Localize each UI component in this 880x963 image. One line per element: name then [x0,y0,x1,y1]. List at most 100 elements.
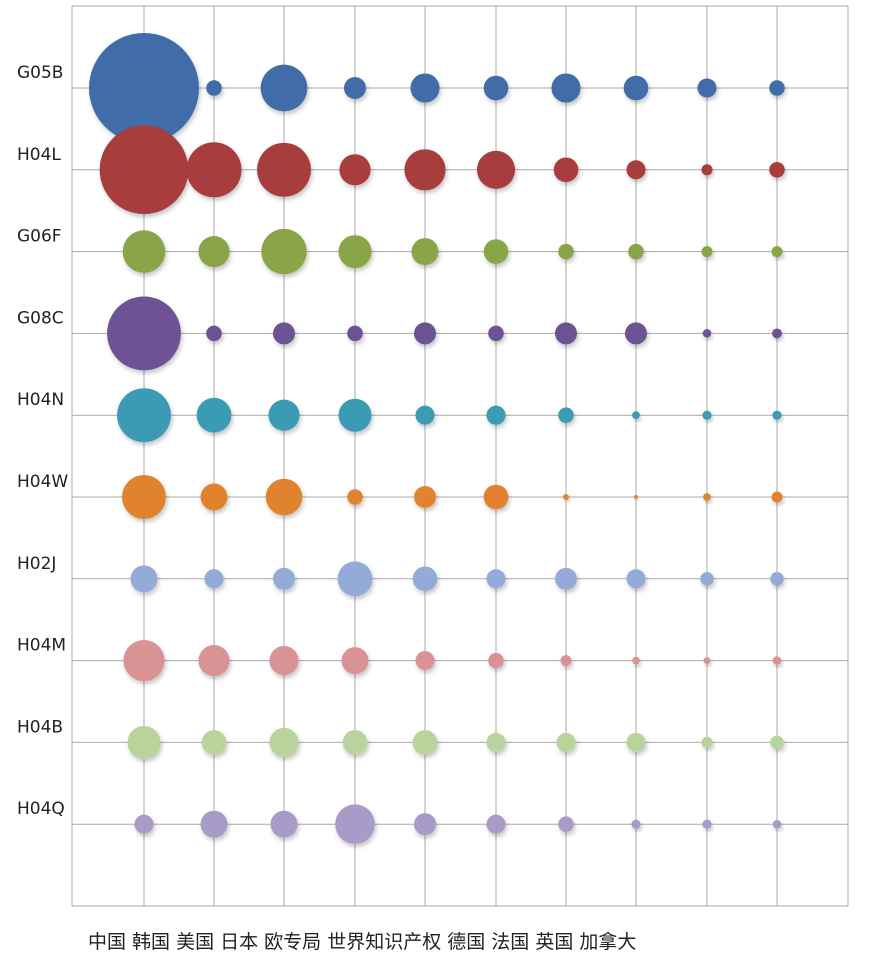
bubble-g08c-col1 [107,296,181,371]
y-label-h04n: H04N [17,390,64,410]
bubble-h04m-col4 [341,647,369,675]
y-label-h04q: H04Q [17,799,65,819]
bubble-h04b-col4 [342,730,368,755]
bubble-h04l-col6 [476,150,516,189]
bubble-h02j-col3 [273,567,295,590]
bubble-h04m-col3 [269,646,299,676]
bubble-h04n-col9 [702,410,712,420]
bubble-h04w-col1 [122,475,166,519]
bubble-h04b-col7 [556,732,576,752]
bubble-h04m-col1 [123,640,165,682]
bubble-g08c-col6 [488,325,504,342]
bubble-h04l-col3 [257,142,311,197]
bubble-h04n-col6 [486,405,506,425]
bubble-g06f-col2 [198,236,230,268]
vertical-gridlines [143,6,778,906]
bubble-h04l-col1 [99,125,189,215]
bubble-h04w-col4 [347,489,363,505]
bubble-h04w-col2 [200,483,228,511]
y-label-h04m: H04M [17,636,66,656]
bubble-h04n-col3 [268,399,300,431]
bubble-h04n-col5 [415,405,435,425]
bubble-h04m-col5 [415,651,435,671]
bubble-h04m-col6 [488,652,504,669]
bubble-h04q-col9 [702,819,712,829]
bubble-h04w-col8 [634,495,638,499]
horizontal-gridlines [72,87,848,825]
bubble-h04q-col6 [486,814,506,834]
bubble-g06f-col8 [628,243,644,260]
bubble-g05b-col7 [551,73,581,103]
x-axis-tick-labels: 中国 韩国 美国 日本 欧专局 世界知识产权 德国 法国 英国 加拿大 [88,930,636,953]
bubble-h04b-col1 [127,725,161,759]
bubble-h04b-col10 [770,735,784,750]
bubble-h04q-col2 [200,810,228,838]
bubble-h04b-col3 [269,727,299,757]
y-axis-labels: G05B H04L G06F G08C H04N H04W H02J H04M H04B H04Q [17,63,68,819]
bubble-h02j-col4 [337,561,373,597]
bubble-h04n-col4 [338,398,372,432]
bubble-g08c-col4 [347,325,363,342]
bubble-h04m-col8 [632,656,640,665]
bubble-h04q-col4 [335,804,375,845]
bubble-h04m-col9 [703,657,711,665]
y-label-g08c: G08C [17,308,64,328]
bubble-g08c-col3 [273,322,295,345]
bubble-h04b-col9 [701,736,713,748]
bubble-g05b-col9 [697,78,717,98]
bubble-h02j-col8 [626,569,646,589]
x-axis-labels: 中国 韩国 美国 日本 欧专局 世界知识产权 德国 法国 英国 加拿大 [88,930,636,953]
bubble-h04l-col9 [701,164,713,176]
bubble-h04n-col1 [117,388,171,443]
bubble-h04w-col6 [483,484,509,510]
bubble-h04b-col8 [626,732,646,752]
bubble-g05b-col8 [623,75,649,101]
bubble-g05b-col4 [344,77,366,99]
bubble-h04w-col3 [265,478,303,516]
bubble-g08c-col2 [206,325,222,342]
bubble-g08c-col10 [772,328,782,339]
bubble-g06f-col9 [701,246,713,258]
bubble-h02j-col1 [130,565,158,593]
bubble-h04l-col5 [404,149,446,191]
bubble-h02j-col10 [770,572,784,586]
bubble-g05b-col5 [410,73,440,103]
bubble-h04l-col2 [186,142,242,198]
bubble-h02j-col6 [486,569,506,589]
bubble-h04q-col5 [414,813,436,836]
bubble-h04q-col8 [631,819,641,829]
plot-border [71,5,849,907]
y-label-g06f: G06F [17,227,62,247]
bubble-g06f-col6 [483,239,509,264]
bubble-g08c-col8 [625,322,647,345]
y-label-h04w: H04W [17,472,68,492]
bubble-h04l-col8 [626,160,646,180]
bubble-h04q-col1 [134,814,154,834]
y-label-h02j: H02J [17,554,56,574]
bubble-g06f-col5 [411,238,439,266]
bubble-g06f-col4 [338,235,372,269]
bubble-h04q-col7 [558,816,574,832]
bubble-h04n-col7 [558,407,574,423]
bubble-h04l-col4 [339,154,371,186]
y-label-h04l: H04L [17,145,61,165]
bubble-h02j-col9 [700,572,714,586]
bubble-h04w-col10 [771,491,783,503]
bubble-g08c-col7 [555,322,577,345]
bubble-h02j-col7 [555,567,577,590]
bubble-h04q-col10 [772,819,782,829]
bubble-g05b-col6 [483,75,509,101]
bubble-g08c-col5 [414,322,436,345]
bubble-g08c-col9 [702,329,712,338]
bubble-h04m-col7 [560,655,572,667]
bubble-g05b-col2 [206,80,222,96]
bubble-h04n-col2 [196,397,232,433]
bubble-h04n-col8 [632,411,640,420]
bubble-h04m-col2 [198,645,230,677]
bubble-marks [89,33,785,845]
bubble-h02j-col5 [412,566,438,592]
bubble-h04b-col5 [412,730,438,755]
bubble-g05b-col1 [89,33,199,143]
bubble-g05b-col3 [260,64,308,112]
